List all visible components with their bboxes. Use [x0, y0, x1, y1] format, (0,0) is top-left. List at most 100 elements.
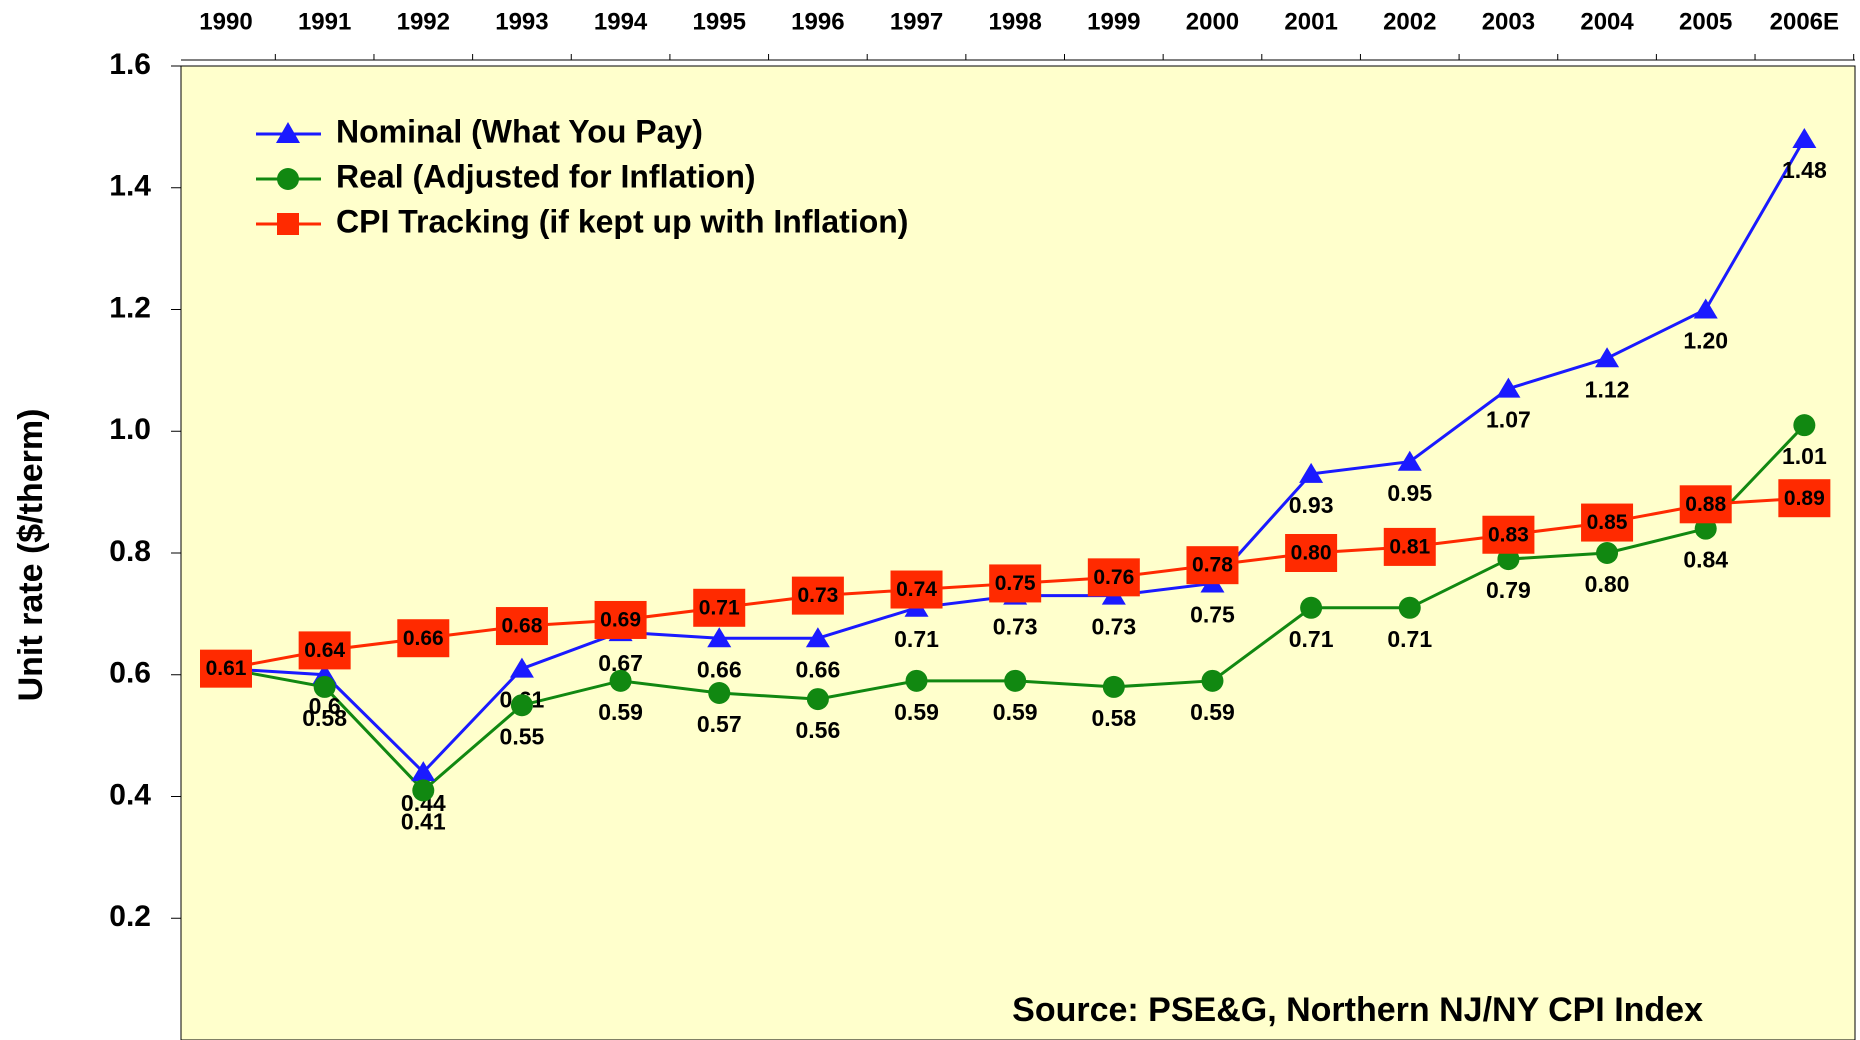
data-label: 0.61 [206, 657, 247, 680]
data-label: 0.80 [1585, 571, 1630, 597]
x-tick-label: 2005 [1679, 8, 1732, 35]
legend-label: CPI Tracking (if kept up with Inflation) [336, 203, 908, 239]
x-tick-label: 2001 [1284, 8, 1337, 35]
x-tick-label: 2004 [1580, 8, 1634, 35]
data-label: 0.59 [1190, 699, 1235, 725]
data-point [1300, 596, 1323, 619]
data-point [806, 688, 829, 711]
data-label: 0.79 [1486, 577, 1531, 603]
data-label: 1.07 [1486, 407, 1531, 433]
data-point [805, 627, 830, 648]
plot-area [180, 65, 1856, 1040]
y-tick-label: 0.4 [109, 778, 151, 811]
data-point [1285, 534, 1338, 572]
data-point [1482, 515, 1535, 554]
data-label: 0.89 [1784, 487, 1825, 510]
data-label: 1.12 [1585, 376, 1630, 402]
data-label: 0.85 [1587, 511, 1628, 534]
x-tick-label: 2000 [1186, 8, 1239, 35]
data-label: 1.48 [1782, 157, 1827, 183]
data-label: 0.76 [1093, 566, 1134, 589]
data-point [609, 669, 632, 692]
data-point [1693, 298, 1718, 319]
y-axis-label: Unit rate ($/therm) [12, 409, 50, 702]
data-point [1087, 558, 1140, 597]
data-label: 0.59 [894, 699, 939, 725]
y-tick-label: 1.0 [109, 413, 151, 446]
data-point [1398, 596, 1421, 619]
data-point [411, 761, 436, 782]
data-label: 0.74 [896, 578, 937, 601]
data-label: 0.64 [304, 639, 345, 662]
data-label: 0.57 [697, 711, 742, 737]
data-point [509, 657, 534, 678]
data-label: 0.59 [993, 699, 1038, 725]
data-point [1496, 377, 1521, 398]
data-label: 0.73 [993, 614, 1038, 640]
x-tick-label: 2003 [1482, 8, 1535, 35]
y-tick-label: 0.6 [109, 657, 151, 690]
data-label: 0.73 [1091, 614, 1136, 640]
y-tick-label: 1.4 [109, 170, 151, 203]
data-label: 0.69 [600, 609, 641, 632]
data-label: 0.83 [1488, 523, 1529, 546]
data-point [1004, 669, 1027, 692]
data-point [1595, 347, 1620, 368]
data-point [989, 564, 1042, 603]
data-point [200, 649, 252, 688]
data-label: 0.55 [500, 723, 545, 749]
data-point [1383, 527, 1436, 566]
data-point [397, 619, 450, 658]
data-point [708, 682, 731, 705]
x-tick-label: 1994 [594, 8, 648, 35]
data-point [594, 600, 647, 639]
data-label: 0.75 [1190, 602, 1235, 628]
x-tick-label: 2006E [1770, 8, 1839, 35]
legend-marker [276, 122, 300, 143]
data-label: 0.66 [697, 656, 742, 682]
data-point [905, 669, 928, 692]
x-tick-label: 1995 [693, 8, 746, 35]
data-label: 0.71 [894, 626, 939, 652]
data-label: 0.56 [795, 717, 840, 743]
data-label: 0.73 [797, 584, 838, 607]
data-label: 0.66 [403, 627, 444, 650]
data-point [1201, 669, 1224, 692]
legend-label: Real (Adjusted for Inflation) [336, 158, 756, 194]
data-point [1397, 450, 1422, 471]
data-point [1679, 485, 1732, 524]
data-label: 0.68 [502, 615, 543, 638]
data-label: 0.81 [1389, 535, 1430, 558]
data-point [298, 631, 351, 670]
y-tick-label: 0.2 [109, 900, 151, 933]
data-point [707, 627, 732, 648]
data-point [791, 576, 844, 615]
source-note: Source: PSE&G, Northern NJ/NY CPI Index [1012, 991, 1703, 1029]
data-label: 0.84 [1683, 547, 1728, 573]
x-tick-label: 1996 [791, 8, 844, 35]
x-tick-label: 1997 [890, 8, 943, 35]
data-label: 0.71 [699, 596, 740, 619]
data-point [1299, 462, 1324, 483]
data-point [313, 675, 336, 698]
data-label: 0.75 [995, 572, 1036, 595]
data-point [1102, 675, 1125, 698]
y-tick-label: 0.8 [109, 535, 151, 568]
legend-marker [277, 213, 299, 235]
data-label: 0.71 [1387, 626, 1432, 652]
data-label: 0.80 [1291, 542, 1332, 565]
data-label: 0.58 [302, 705, 347, 731]
data-point [1792, 128, 1817, 149]
data-label: 0.78 [1192, 554, 1233, 577]
data-label: 0.58 [1091, 705, 1136, 731]
data-point [1581, 503, 1634, 542]
data-point [1793, 414, 1816, 437]
x-tick-label: 1991 [298, 8, 351, 35]
x-tick-label: 1993 [495, 8, 548, 35]
x-tick-label: 1992 [397, 8, 450, 35]
data-label: 0.59 [598, 699, 643, 725]
data-label: 0.95 [1387, 480, 1432, 506]
data-point [890, 570, 943, 609]
data-point [1596, 542, 1619, 564]
